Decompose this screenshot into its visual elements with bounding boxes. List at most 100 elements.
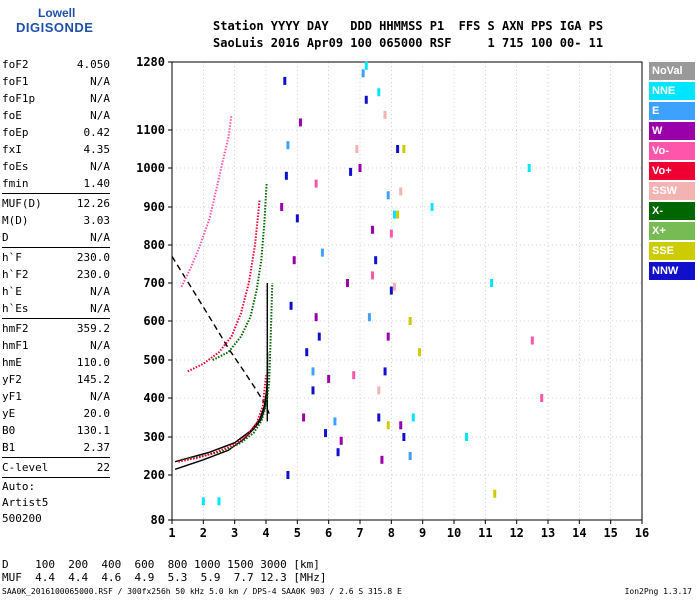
param-name: h`F2: [2, 268, 29, 281]
echo-point: [286, 471, 290, 479]
muf-row: MUF 4.4 4.4 4.6 4.9 5.3 5.9 7.7 12.3 [MH…: [2, 571, 327, 584]
param-row: fxI 4.35: [2, 141, 110, 158]
param-name: hmF1: [2, 339, 29, 352]
param-value: N/A: [90, 75, 110, 88]
series-vo-upper-trace: [187, 199, 261, 373]
echo-point: [286, 141, 290, 150]
echo-point: [402, 145, 406, 153]
param-name: foEs: [2, 160, 29, 173]
echo-point: [377, 386, 381, 395]
echo-point: [345, 279, 349, 287]
logo-line1: Lowell: [38, 6, 76, 20]
echo-point: [490, 279, 494, 287]
echo-point: [217, 497, 221, 506]
param-row: yF2 145.2: [2, 371, 110, 388]
echo-point: [380, 455, 384, 464]
distance-muf-table: D 100 200 400 600 800 1000 1500 3000 [km…: [2, 558, 327, 584]
param-row: B1 2.37: [2, 439, 110, 456]
echo-point: [305, 348, 309, 357]
series-muf-curve-dashed: [171, 256, 270, 414]
echo-point: [430, 203, 434, 211]
param-separator: [2, 457, 110, 458]
echo-point: [527, 164, 531, 172]
echo-point: [386, 191, 390, 200]
x-tick-label: 6: [325, 526, 332, 540]
echo-point: [358, 164, 362, 172]
echo-point: [349, 167, 353, 176]
x-tick-label: 2: [200, 526, 207, 540]
x-tick-label: 4: [262, 526, 269, 540]
echo-point: [408, 452, 412, 460]
param-separator: [2, 247, 110, 248]
param-row: M(D) 3.03: [2, 212, 110, 229]
echo-point: [311, 386, 315, 395]
legend-item-nne: NNE: [649, 82, 695, 100]
param-name: B0: [2, 424, 16, 437]
param-row: foE N/A: [2, 107, 110, 124]
x-tick-label: 5: [294, 526, 301, 540]
echo-point: [302, 413, 306, 422]
param-separator: [2, 193, 110, 194]
legend-item-x-minus: X-: [649, 202, 695, 220]
echo-point: [371, 225, 375, 234]
y-tick-label: 1100: [136, 123, 165, 137]
param-value: 3.03: [83, 214, 111, 227]
echo-point: [327, 375, 331, 383]
x-tick-label: 3: [231, 526, 238, 540]
x-tick-label: 16: [635, 526, 649, 540]
echo-point: [377, 88, 381, 97]
echo-point: [392, 210, 396, 219]
x-tick-label: 9: [419, 526, 426, 540]
param-value: 2.37: [83, 441, 111, 454]
echo-point: [314, 179, 318, 188]
echo-point: [386, 332, 390, 341]
param-name: M(D): [2, 214, 29, 227]
legend-item-sse: SSE: [649, 242, 695, 260]
echo-point: [280, 203, 284, 211]
echo-point: [336, 448, 340, 457]
echo-point: [377, 413, 381, 422]
echo-point: [364, 95, 368, 104]
echo-point: [361, 69, 365, 78]
echo-point: [364, 61, 368, 70]
param-row: hmF1 N/A: [2, 337, 110, 354]
y-tick-label: 80: [151, 513, 165, 527]
echo-point: [392, 282, 396, 291]
param-name: yF2: [2, 373, 22, 386]
param-name: foF2: [2, 58, 29, 71]
param-value: N/A: [90, 339, 110, 352]
distance-row: D 100 200 400 600 800 1000 1500 3000 [km…: [2, 558, 320, 571]
x-tick-label: 12: [509, 526, 523, 540]
autoscaling-info: Auto:: [2, 480, 36, 493]
legend-item-ssw: SSW: [649, 182, 695, 200]
y-tick-label: 1000: [136, 161, 165, 175]
echo-point: [383, 110, 387, 119]
echo-point: [314, 313, 318, 322]
echo-point: [418, 348, 422, 357]
autoscaling-info: Artist5: [2, 496, 49, 509]
param-name: hmF2: [2, 322, 29, 335]
echo-point: [396, 145, 400, 153]
param-value: N/A: [90, 109, 110, 122]
echo-point: [367, 313, 371, 322]
param-row: foF2 4.050: [2, 56, 110, 73]
echo-point: [402, 433, 406, 441]
x-tick-label: 13: [541, 526, 555, 540]
echo-point: [540, 394, 544, 402]
param-name: yE: [2, 407, 16, 420]
echo-point: [530, 336, 534, 345]
param-name: hmE: [2, 356, 22, 369]
param-value: 130.1: [76, 424, 110, 437]
x-tick-label: 15: [603, 526, 617, 540]
echo-point: [465, 433, 469, 441]
x-tick-label: 11: [478, 526, 492, 540]
echo-point: [399, 187, 403, 196]
legend-item-vo-plus: Vo+: [649, 162, 695, 180]
param-row: MUF(D) 12.26: [2, 195, 110, 212]
param-value: 230.0: [76, 251, 110, 264]
param-value: 230.0: [76, 268, 110, 281]
param-separator: [2, 477, 110, 478]
version-label: Ion2Png 1.3.17: [624, 587, 692, 596]
param-value: N/A: [90, 92, 110, 105]
y-tick-label: 700: [143, 276, 165, 290]
